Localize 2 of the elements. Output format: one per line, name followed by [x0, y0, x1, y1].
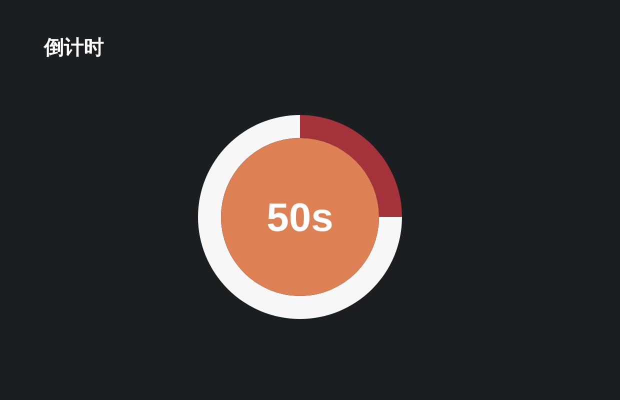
chart-title: 倒计时: [43, 37, 104, 59]
text: 50s: [266, 196, 334, 240]
